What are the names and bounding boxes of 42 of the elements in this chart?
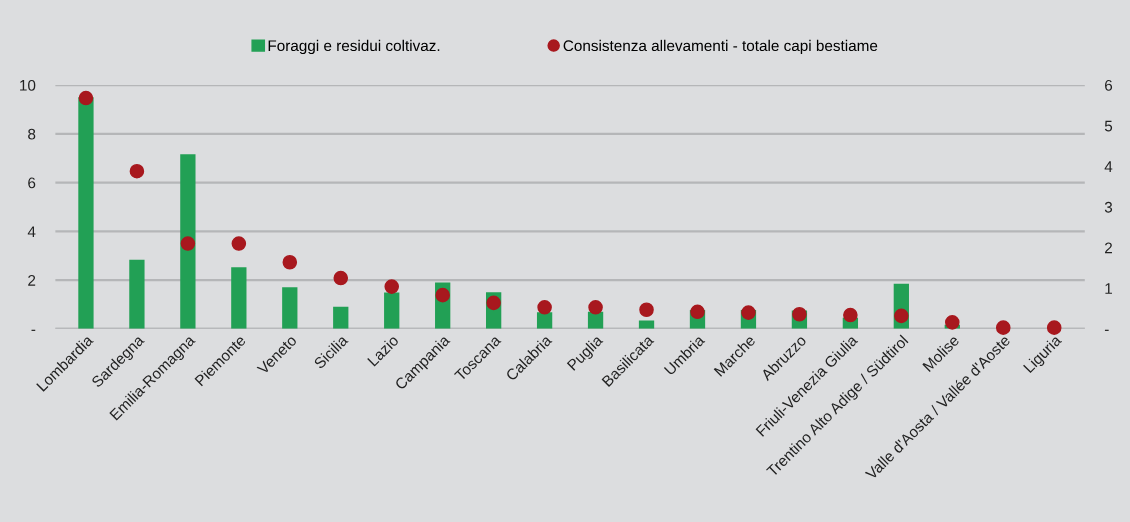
- point: [690, 304, 705, 320]
- y2-tick-label: 4: [1104, 161, 1113, 172]
- y-tick-label: 8: [28, 128, 36, 140]
- bar: [78, 97, 94, 329]
- bar: [384, 292, 400, 329]
- y-tick-label: 6: [28, 177, 36, 189]
- point: [282, 254, 298, 270]
- y-tick-label: 2: [28, 274, 36, 286]
- y2-tick-label: 2: [1105, 242, 1112, 254]
- y2-tick-label: -: [1104, 329, 1109, 331]
- point: [129, 163, 145, 179]
- point: [435, 287, 450, 303]
- point: [741, 305, 756, 320]
- point: [537, 300, 552, 315]
- y2-tick-label: 1: [1105, 283, 1112, 294]
- bar: [282, 287, 298, 329]
- point: [792, 306, 807, 322]
- y2-tick-label: 3: [1104, 201, 1113, 213]
- bar: [180, 154, 196, 329]
- y-tick-label: 4: [27, 226, 36, 237]
- point: [78, 90, 94, 106]
- point: [231, 236, 247, 251]
- point: [894, 308, 909, 324]
- bar: [129, 259, 145, 329]
- point: [333, 270, 349, 286]
- point: [588, 300, 603, 315]
- point: [1046, 320, 1062, 335]
- legend-label: Foraggi e residui coltivaz.: [268, 39, 440, 55]
- legend-label: Consistenza allevamenti - totale capi bestiame: [563, 39, 878, 55]
- point: [995, 320, 1011, 335]
- y2-tick-label: 6: [1105, 79, 1113, 91]
- y-tick-label: -: [31, 329, 36, 331]
- point: [384, 279, 400, 294]
- y-tick-label: 10: [20, 79, 36, 91]
- bar: [231, 267, 247, 329]
- bar: [333, 306, 349, 329]
- point: [486, 295, 501, 311]
- point: [945, 315, 960, 330]
- point: [639, 302, 654, 318]
- point: [843, 307, 858, 323]
- point: [180, 236, 196, 251]
- y2-tick-label: 5: [1104, 120, 1113, 132]
